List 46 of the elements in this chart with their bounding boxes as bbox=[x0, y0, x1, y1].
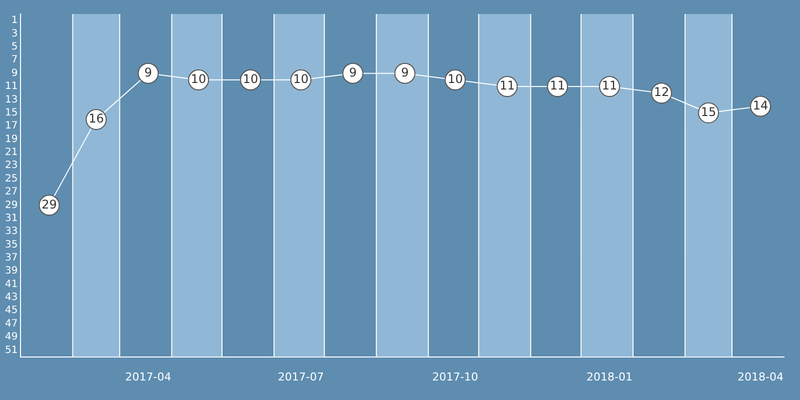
data-label: 15 bbox=[700, 105, 716, 120]
y-tick-label: 19 bbox=[4, 134, 18, 145]
data-label: 11 bbox=[500, 78, 515, 93]
y-tick-label: 15 bbox=[4, 107, 18, 118]
y-tick-label: 37 bbox=[4, 252, 18, 264]
y-tick-label: 21 bbox=[4, 147, 18, 158]
y-tick-label: 35 bbox=[4, 239, 18, 250]
data-label: 9 bbox=[401, 65, 409, 80]
data-label: 14 bbox=[752, 98, 768, 112]
y-tick-label: 47 bbox=[4, 318, 18, 330]
x-tick-label: 2018-01 bbox=[586, 370, 633, 384]
y-tick-label: 11 bbox=[4, 81, 18, 92]
data-label: 9 bbox=[144, 65, 152, 80]
y-tick-label: 13 bbox=[4, 94, 18, 106]
x-tick-label: 2017-07 bbox=[278, 370, 324, 384]
y-tick-label: 45 bbox=[4, 305, 18, 316]
x-tick-label: 2018-04 bbox=[738, 370, 784, 384]
y-tick-label: 33 bbox=[4, 226, 18, 238]
data-label: 12 bbox=[654, 85, 670, 100]
data-label: 11 bbox=[550, 78, 566, 93]
data-label: 11 bbox=[602, 78, 618, 93]
y-tick-label: 51 bbox=[4, 344, 18, 356]
x-tick-label: 2017-04 bbox=[125, 370, 172, 384]
y-tick-label: 17 bbox=[4, 120, 18, 132]
data-label: 10 bbox=[242, 72, 258, 86]
y-tick-label: 43 bbox=[4, 292, 18, 304]
y-tick-label: 25 bbox=[4, 173, 18, 184]
data-label: 10 bbox=[448, 72, 463, 86]
y-tick-label: 27 bbox=[4, 186, 18, 198]
y-tick-label: 1 bbox=[11, 15, 18, 26]
y-tick-label: 9 bbox=[11, 68, 18, 79]
y-tick-label: 39 bbox=[4, 266, 18, 277]
data-label: 29 bbox=[42, 197, 57, 212]
x-tick-label: 2017-10 bbox=[432, 370, 478, 384]
data-label: 10 bbox=[293, 72, 309, 86]
y-tick-label: 3 bbox=[11, 28, 18, 40]
data-label: 9 bbox=[349, 65, 357, 80]
data-label: 10 bbox=[190, 72, 206, 86]
y-tick-label: 49 bbox=[4, 332, 18, 343]
y-tick-label: 5 bbox=[11, 42, 18, 53]
y-tick-label: 41 bbox=[4, 278, 18, 290]
y-tick-label: 31 bbox=[4, 212, 18, 224]
data-label: 16 bbox=[88, 112, 104, 126]
y-tick-label: 7 bbox=[11, 54, 18, 66]
y-tick-label: 23 bbox=[4, 160, 18, 172]
y-tick-label: 29 bbox=[4, 200, 18, 211]
